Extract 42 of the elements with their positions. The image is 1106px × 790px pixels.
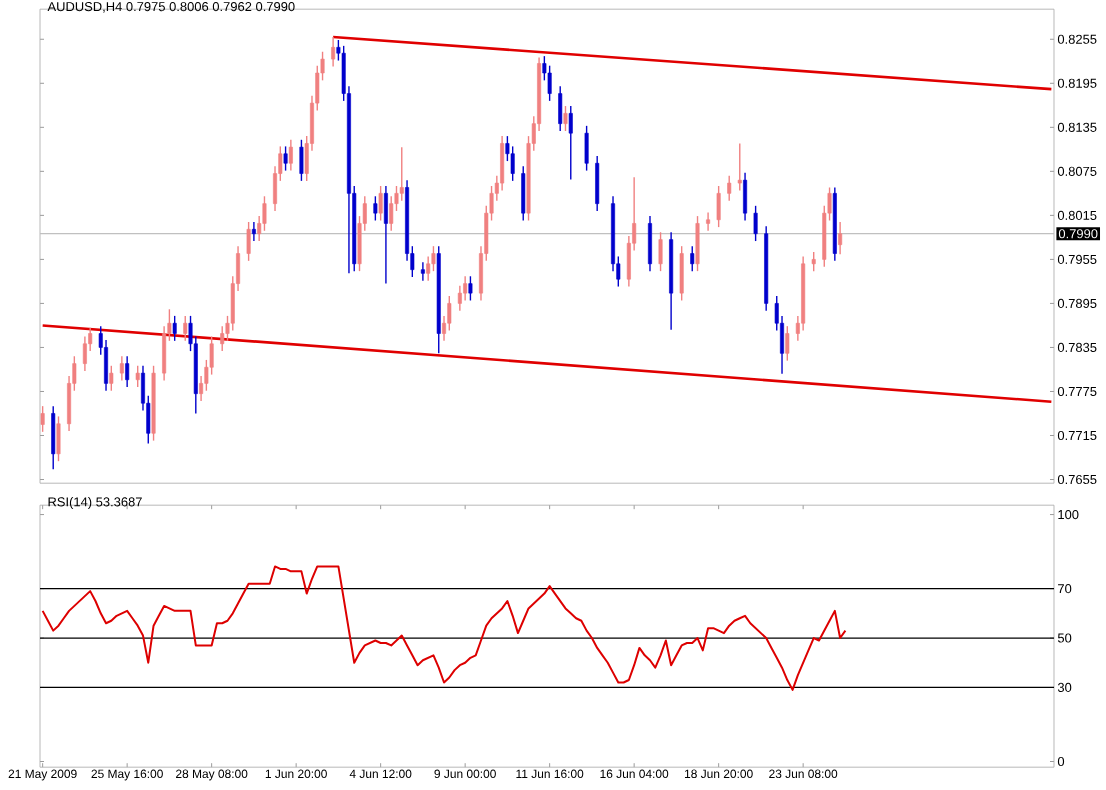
candlestick (753, 205, 758, 243)
candlestick (172, 315, 177, 342)
candlestick (82, 336, 87, 373)
candlestick (695, 215, 700, 273)
candlestick (563, 105, 568, 133)
candlestick (383, 185, 388, 285)
candlestick (40, 405, 45, 433)
candlestick (373, 195, 378, 222)
candlestick (690, 245, 695, 273)
candlestick (658, 231, 663, 273)
candlestick (331, 36, 336, 68)
candlestick (716, 185, 721, 229)
candlestick (183, 315, 188, 342)
candlestick (51, 405, 56, 471)
candlestick (679, 245, 684, 302)
candlestick (743, 172, 748, 222)
candlestick (595, 155, 600, 213)
candlestick (246, 221, 251, 262)
candlestick (838, 221, 843, 256)
candlestick (558, 85, 563, 133)
candlestick (727, 175, 732, 202)
candlestick (288, 139, 293, 172)
candlestick (811, 251, 816, 273)
candlestick (125, 355, 130, 389)
candlestick (378, 185, 383, 222)
candlestick (420, 262, 425, 282)
candlestick (706, 212, 711, 232)
candlestick (785, 325, 790, 362)
candlestick (568, 105, 573, 181)
candlestick (56, 416, 61, 463)
candlestick (521, 165, 526, 222)
candlestick (431, 245, 436, 273)
candlestick (737, 143, 742, 192)
candlestick (251, 221, 256, 243)
candlestick (648, 215, 652, 273)
candlestick (135, 365, 140, 389)
candlestick (109, 365, 114, 392)
candlestick (584, 125, 589, 172)
candlestick (119, 355, 124, 382)
candlestick (468, 275, 473, 302)
candlestick (283, 146, 288, 172)
candlestick (299, 139, 304, 182)
